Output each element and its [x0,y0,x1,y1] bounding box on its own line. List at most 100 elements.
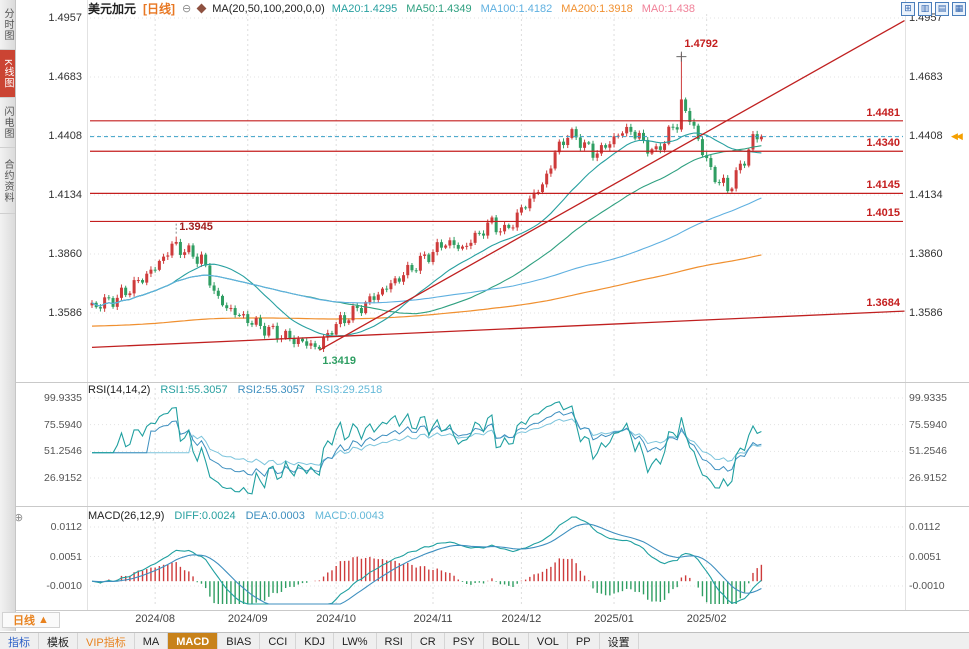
rsi-tick-left: 75.5940 [44,418,82,431]
price-chart-canvas[interactable] [88,0,906,382]
toolbar-item-PSY[interactable]: PSY [445,633,484,649]
macd-tick-right: 0.0051 [909,550,942,563]
rsi-tick-right: 51.2546 [909,445,947,458]
sidebar-item-3[interactable]: 闪电图 [0,98,15,148]
toolbar-item-PP[interactable]: PP [568,633,600,649]
ma-value-label: MA100:1.4182 [480,2,553,15]
rsi-tick-right: 75.5940 [909,418,947,431]
rsi-tick-left: 51.2546 [44,445,82,458]
macd-value-label: MACD:0.0043 [314,510,384,522]
window-layout-icons: ⊞ ▥ ▤ ▦ [901,2,966,16]
timeline-month-label: 2024/09 [227,613,268,625]
period-selector-label: 日线 [13,615,36,627]
price-level-label: 1.4015 [866,207,900,220]
sidebar-item-4[interactable]: 合约资料 [0,148,15,214]
rsi-header: RSI(14,14,2) RSI1:55.3057 RSI2:55.3057 RSI… [88,384,382,396]
chevron-up-icon: ▲ [38,614,49,626]
rsi-tick-right: 26.9152 [909,472,947,484]
price-level-label: 1.4481 [866,106,900,119]
timeline-month-label: 2024/12 [501,613,542,625]
symbol-title: 美元加元 [88,2,137,16]
current-price-marker[interactable]: ◀◀ [951,130,963,141]
timeline-month-label: 2025/01 [594,613,634,625]
price-tick-left: 1.3860 [48,248,82,260]
price-annotation: 1.3419 [322,355,356,368]
price-tick-right: 1.3586 [909,307,943,319]
macd-tick-left: 0.0112 [50,521,82,533]
tile-grid-icon[interactable]: ⊞ [901,2,915,16]
toolbar-item-VIP指标[interactable]: VIP指标 [78,633,135,649]
period-tag: [日线] [143,2,176,16]
ma-value-label: MA200:1.3918 [561,2,633,15]
timeline-month-label: 2024/11 [413,613,453,625]
toolbar-item-KDJ[interactable]: KDJ [296,633,335,649]
plot-right-border [905,0,906,610]
rsi-value-label: RSI1:55.3057 [160,384,228,396]
toolbar-item-CCI[interactable]: CCI [260,633,297,649]
ma-settings-label: MA(20,50,100,200,0,0) [212,2,325,15]
split-horizontal-icon[interactable]: ▤ [935,2,949,16]
macd-tick-right: -0.0010 [909,580,945,592]
price-tick-right: 1.4134 [909,189,943,201]
toolbar-item-CR[interactable]: CR [412,633,445,649]
rsi-value-label: RSI2:55.3057 [237,384,305,396]
ma-value-label: MA0:1.438 [641,2,695,15]
timeline-month-label: 2024/10 [316,613,357,625]
price-tick-left: 1.4134 [48,189,82,201]
macd-value-label: DIFF:0.0024 [174,510,236,522]
rsi-tick-left: 26.9152 [44,472,82,484]
toolbar-item-BIAS[interactable]: BIAS [218,633,261,649]
period-selector-button[interactable]: 日线 ▲ [2,612,60,628]
price-tick-right: 1.4408 [909,130,943,142]
toolbar-item-RSI[interactable]: RSI [377,633,412,649]
price-tick-right: 1.4683 [909,71,943,83]
toolbar-item-设置[interactable]: 设置 [600,633,639,649]
trendline-value-label: 1.3684 [866,297,900,310]
macd-timeline-separator [0,610,969,611]
rsi-panel-canvas[interactable] [88,384,906,506]
macd-value-label: DEA:0.0003 [245,510,305,522]
price-annotation: 1.3945 [179,220,213,233]
timeline-month-label: 2024/08 [135,613,176,625]
tile-all-icon[interactable]: ▦ [952,2,966,16]
chart-header: 美元加元 [日线] ⊖ MA(20,50,100,200,0,0) MA20:1… [88,1,695,16]
toolbar-item-模板[interactable]: 模板 [39,633,78,649]
toolbar-item-MA[interactable]: MA [135,633,169,649]
left-sidebar: 分时图 K线图 闪电图 合约资料 [0,0,16,631]
rsi-tick-right: 99.9335 [909,392,947,404]
ma-value-label: MA50:1.4349 [406,2,472,15]
toolbar-item-BOLL[interactable]: BOLL [484,633,529,649]
rsi-value-label: RSI3:29.2518 [314,384,383,396]
price-level-label: 1.4145 [866,179,900,192]
price-annotation: 1.4792 [684,37,719,50]
timeline-month-label: 2025/02 [686,613,727,625]
macd-panel-canvas[interactable] [88,508,906,609]
price-tick-left: 1.4683 [48,71,82,83]
price-tick-left: 1.3586 [48,307,82,319]
minus-circle-icon[interactable]: ⊖ [182,3,192,15]
rsi-tick-left: 99.9335 [44,392,82,404]
main-rsi-separator [0,382,969,383]
price-tick-left: 1.4408 [48,130,82,142]
toolbar-item-VOL[interactable]: VOL [529,633,568,649]
price-tick-right: 1.4957 [909,12,943,24]
plot-left-border [87,0,88,610]
edit-icon[interactable] [196,3,207,14]
toolbar-item-MACD[interactable]: MACD [168,633,219,649]
price-level-label: 1.4340 [866,137,900,150]
price-tick-right: 1.3860 [909,248,943,260]
sidebar-item-2[interactable]: K线图 [0,50,15,98]
plus-circle-icon[interactable]: ⊕ [14,512,24,524]
macd-tick-left: -0.0010 [46,580,82,592]
rsi-macd-separator [0,506,969,507]
toolbar-item-LW%[interactable]: LW% [334,633,377,649]
macd-tick-right: 0.0112 [909,521,941,533]
macd-title: MACD(26,12,9) [88,510,165,522]
macd-header: MACD(26,12,9) DIFF:0.0024 DEA:0.0003 MACD:… [88,510,384,522]
split-vertical-icon[interactable]: ▥ [918,2,932,16]
toolbar-item-指标[interactable]: 指标 [0,633,39,649]
sidebar-item-1[interactable]: 分时图 [0,0,15,50]
indicator-toolbar: 指标 模板 VIP指标 MA MACD BIAS CCI KDJ LW% RSI CR PSY BOLL… [0,632,969,649]
ma-value-label: MA20:1.4295 [331,2,398,15]
